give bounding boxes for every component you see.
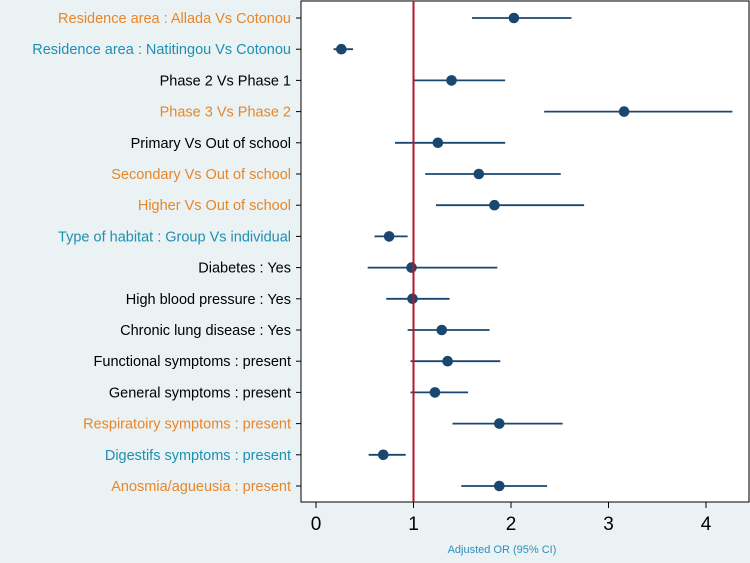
plot-area: [300, 0, 750, 503]
x-tick-label: 2: [506, 514, 517, 535]
row-label: Digestifs symptoms : present: [105, 448, 291, 464]
or-point: [442, 355, 453, 367]
forest-row: Phase 3 Vs Phase 2: [160, 105, 733, 121]
or-point: [473, 168, 485, 180]
row-label: Secondary Vs Out of school: [111, 167, 291, 183]
forest-row: General symptoms : present: [109, 385, 469, 401]
or-point: [336, 43, 347, 55]
row-label: Diabetes : Yes: [198, 261, 291, 277]
forest-row: Residence area : Allada Vs Cotonou: [58, 11, 572, 27]
forest-row: Respiratoiry symptoms : present: [83, 417, 563, 433]
row-label: High blood pressure : Yes: [126, 292, 291, 308]
forest-row: Diabetes : Yes: [198, 261, 498, 277]
or-point: [489, 199, 500, 211]
x-tick-label: 0: [311, 514, 322, 535]
row-label: Residence area : Allada Vs Cotonou: [58, 11, 291, 27]
x-tick-label: 1: [408, 514, 419, 535]
or-point: [432, 137, 444, 149]
or-point: [446, 75, 457, 86]
rows-layer: Residence area : Allada Vs Cotonou Reside…: [32, 11, 733, 495]
x-tick-label: 4: [701, 514, 712, 535]
row-label: Phase 2 Vs Phase 1: [160, 73, 291, 89]
x-tick-label: 3: [603, 514, 614, 535]
or-point: [494, 418, 505, 429]
or-point: [406, 262, 417, 273]
row-label: Type of habitat : Group Vs individual: [58, 229, 291, 245]
row-label: General symptoms : present: [109, 385, 291, 401]
forest-row: Functional symptoms : present: [94, 354, 501, 370]
or-point: [383, 231, 395, 242]
forest-row: Type of habitat : Group Vs individual: [58, 229, 408, 245]
or-point: [508, 12, 520, 24]
forest-row: Digestifs symptoms : present: [105, 448, 406, 464]
or-point: [429, 387, 441, 398]
forest-row: Anosmia/agueusia : present: [111, 479, 548, 495]
or-point: [436, 324, 448, 336]
row-label: Functional symptoms : present: [94, 354, 291, 370]
row-label: Primary Vs Out of school: [131, 136, 291, 152]
x-axis: 0 1 2 3 4: [311, 502, 712, 535]
row-label: Chronic lung disease : Yes: [120, 323, 291, 339]
forest-row: High blood pressure : Yes: [126, 292, 450, 308]
forest-row: Chronic lung disease : Yes: [120, 323, 490, 339]
row-label: Respiratoiry symptoms : present: [83, 417, 291, 433]
or-point: [618, 106, 630, 117]
forest-row: Higher Vs Out of school: [138, 198, 585, 214]
or-point: [494, 480, 505, 492]
forest-row: Phase 2 Vs Phase 1: [160, 73, 506, 89]
row-label: Higher Vs Out of school: [138, 198, 291, 214]
row-label: Phase 3 Vs Phase 2: [160, 105, 291, 121]
forest-row: Residence area : Natitingou Vs Cotonou: [32, 42, 354, 58]
x-axis-label: Adjusted OR (95% CI): [448, 544, 557, 556]
row-label: Anosmia/agueusia : present: [111, 479, 291, 495]
forest-row: Secondary Vs Out of school: [111, 167, 561, 183]
or-point: [377, 449, 389, 461]
row-label: Residence area : Natitingou Vs Cotonou: [32, 42, 291, 58]
